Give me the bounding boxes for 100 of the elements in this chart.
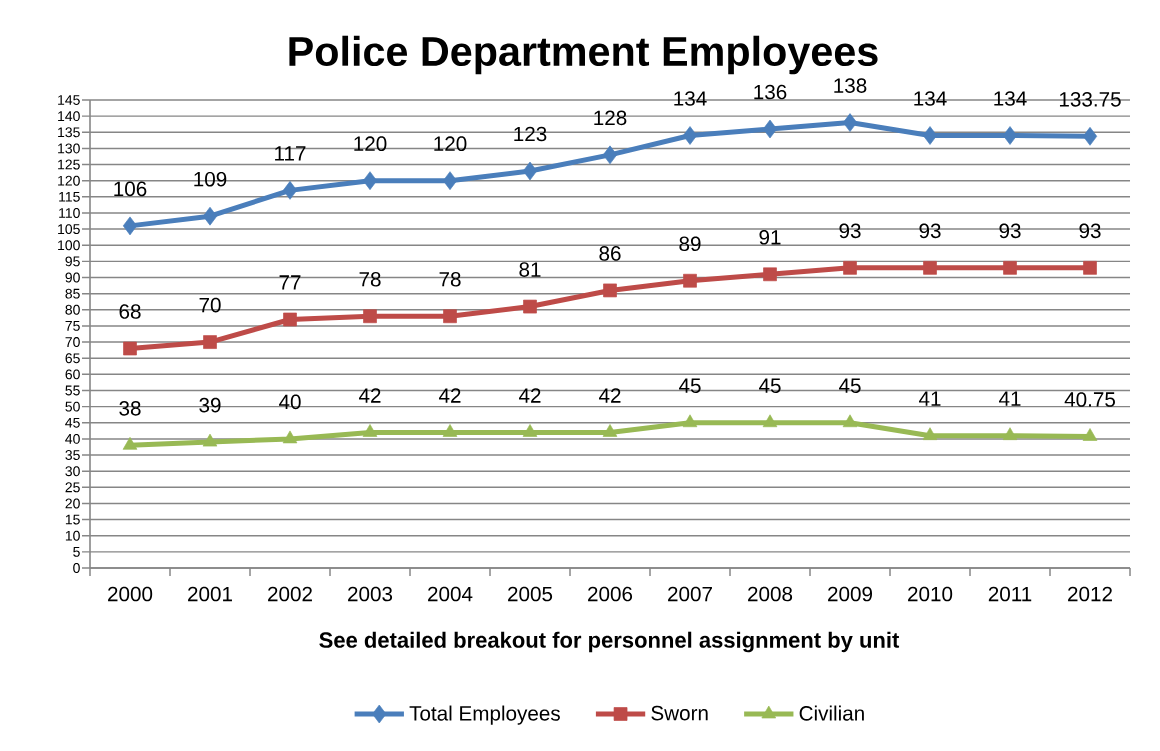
point xyxy=(123,341,137,356)
data-label: 106 xyxy=(114,181,147,197)
data-label: 42 xyxy=(358,388,381,403)
y-tick-label: 130 xyxy=(58,143,80,154)
data-label: 41 xyxy=(999,391,1021,406)
point xyxy=(122,216,138,236)
chart-title: Police Department Employees xyxy=(289,35,878,75)
point xyxy=(283,312,297,327)
data-label: 45 xyxy=(758,378,781,393)
data-label: 68 xyxy=(119,304,141,319)
y-tick-label: 30 xyxy=(65,466,80,477)
data-label: 70 xyxy=(199,297,221,313)
data-label: 93 xyxy=(999,223,1021,239)
x-tick-label: 2002 xyxy=(268,586,312,602)
data-label: 117 xyxy=(275,146,306,161)
data-label: 81 xyxy=(519,262,541,277)
data-label: 42 xyxy=(598,388,621,403)
y-tick-label: 75 xyxy=(65,321,80,331)
x-tick-label: 2004 xyxy=(428,586,473,602)
x-tick-label: 2000 xyxy=(108,586,153,602)
point xyxy=(1002,427,1018,441)
point xyxy=(362,424,378,437)
y-tick-label: 25 xyxy=(65,482,80,493)
y-tick-label: 80 xyxy=(65,304,80,315)
y-tick-label: 135 xyxy=(58,127,80,138)
data-label: 86 xyxy=(599,246,621,261)
data-label: 91 xyxy=(759,229,781,245)
point xyxy=(362,171,378,191)
data-label: 45 xyxy=(839,378,861,393)
y-tick-label: 105 xyxy=(58,224,80,235)
data-label: 78 xyxy=(439,271,461,287)
legend-label: Sworn xyxy=(651,705,708,721)
point xyxy=(682,126,698,145)
point xyxy=(282,430,298,444)
x-tick-label: 2010 xyxy=(908,586,953,602)
legend-label: Civilian xyxy=(799,705,864,721)
point xyxy=(762,119,778,139)
x-tick-label: 2008 xyxy=(748,586,793,602)
legend-label: Total Employees xyxy=(409,705,560,725)
y-tick-label: 140 xyxy=(58,111,80,122)
point xyxy=(202,206,218,226)
data-label: 93 xyxy=(1079,223,1101,239)
point xyxy=(202,433,218,447)
y-tick-label: 20 xyxy=(65,498,80,509)
data-label: 120 xyxy=(434,136,467,152)
data-label: 38 xyxy=(119,401,141,416)
y-tick-label: 15 xyxy=(65,514,80,525)
point xyxy=(522,161,538,181)
y-tick-label: 55 xyxy=(65,385,80,396)
y-tick-label: 60 xyxy=(65,369,80,380)
data-label: 133.75 xyxy=(1059,91,1121,107)
point xyxy=(363,309,377,324)
point xyxy=(282,181,298,200)
data-label: 41 xyxy=(919,391,941,406)
point xyxy=(523,299,537,314)
point xyxy=(842,113,858,132)
y-tick-label: 110 xyxy=(59,208,80,218)
point xyxy=(1082,428,1098,441)
data-label: 42 xyxy=(518,388,541,403)
y-tick-label: 120 xyxy=(58,175,80,186)
y-tick-label: 65 xyxy=(65,353,80,364)
y-tick-label: 115 xyxy=(59,191,80,202)
point xyxy=(922,427,938,441)
point xyxy=(682,414,698,428)
y-tick-label: 10 xyxy=(65,530,80,541)
y-tick-label: 100 xyxy=(58,240,80,251)
point xyxy=(122,437,138,450)
point xyxy=(442,171,458,191)
y-tick-label: 95 xyxy=(65,256,80,267)
y-tick-label: 90 xyxy=(65,272,80,283)
y-tick-label: 50 xyxy=(65,401,80,412)
x-tick-label: 2006 xyxy=(588,586,633,602)
data-label: 134 xyxy=(994,91,1027,106)
point xyxy=(442,424,458,437)
y-tick-label: 125 xyxy=(58,159,80,170)
point xyxy=(843,260,857,275)
data-label: 134 xyxy=(674,91,707,106)
x-tick-label: 2009 xyxy=(828,586,873,602)
y-tick-label: 145 xyxy=(58,95,80,105)
point xyxy=(203,335,217,349)
point xyxy=(1083,260,1097,275)
point xyxy=(1082,126,1098,146)
point xyxy=(602,145,618,165)
data-label: 42 xyxy=(438,388,461,403)
data-label: 134 xyxy=(914,91,947,106)
x-tick-label: 2001 xyxy=(188,586,232,602)
point xyxy=(763,267,777,282)
data-label: 123 xyxy=(514,126,547,142)
point xyxy=(522,424,538,437)
y-tick-label: 0 xyxy=(73,563,80,573)
point xyxy=(602,424,618,437)
point xyxy=(923,260,937,275)
x-axis-title: See detailed breakout for personnel assignment by unit xyxy=(319,631,900,653)
data-label: 128 xyxy=(594,110,627,126)
data-label: 39 xyxy=(199,397,221,413)
point xyxy=(443,309,457,324)
data-label: 45 xyxy=(678,378,701,393)
x-tick-label: 2005 xyxy=(508,586,553,602)
data-label: 40 xyxy=(278,394,301,410)
data-label: 138 xyxy=(834,78,867,93)
